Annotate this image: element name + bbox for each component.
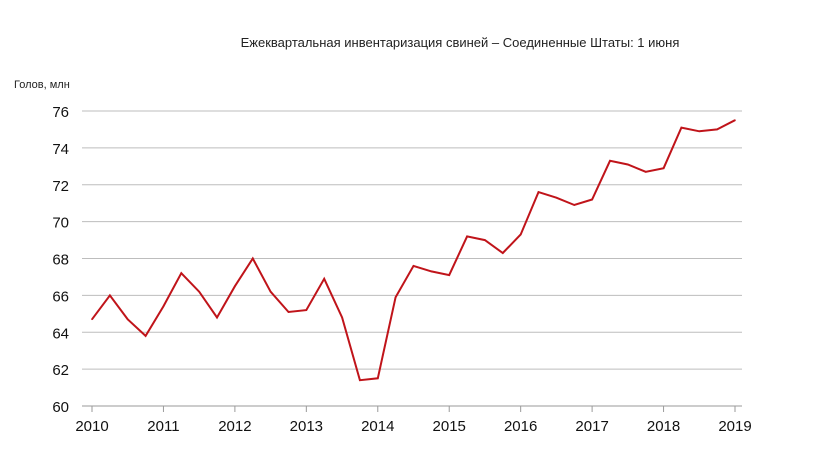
x-tick-label: 2012 — [218, 418, 251, 435]
data-point — [180, 272, 183, 275]
data-point — [323, 278, 326, 280]
x-tick-label: 2013 — [290, 418, 323, 435]
data-point — [341, 316, 343, 319]
y-tick-label: 68 — [52, 252, 69, 269]
data-point — [502, 252, 504, 254]
data-point — [484, 239, 486, 241]
data-point — [555, 196, 558, 199]
data-point — [734, 119, 736, 121]
data-point — [91, 318, 93, 321]
series-line — [91, 119, 736, 382]
x-tick-label: 2014 — [361, 418, 394, 435]
x-tick-label: 2016 — [504, 418, 537, 435]
y-tick-label: 62 — [52, 362, 69, 379]
data-point — [609, 160, 611, 162]
y-tick-label: 74 — [52, 141, 69, 158]
data-point — [537, 191, 540, 193]
data-point — [698, 130, 701, 133]
x-tick-label: 2018 — [647, 418, 680, 435]
data-point — [234, 285, 236, 288]
data-point — [627, 163, 629, 166]
y-axis-label: Голов, млн — [14, 79, 70, 91]
data-point — [109, 294, 111, 297]
x-tick-label: 2017 — [575, 418, 608, 435]
data-point — [162, 305, 165, 308]
y-tick-label: 64 — [52, 325, 69, 342]
data-point — [591, 198, 593, 201]
data-point — [305, 309, 308, 311]
data-point — [519, 233, 522, 236]
data-point — [466, 235, 468, 238]
y-tick-label: 70 — [52, 215, 69, 232]
data-point — [394, 296, 397, 299]
data-point — [252, 257, 254, 260]
data-point — [412, 265, 415, 267]
y-tick-label: 66 — [52, 288, 69, 305]
y-tick-label: 76 — [52, 104, 69, 121]
chart-title: Ежеквартальная инвентаризация свиней – С… — [240, 35, 680, 50]
data-point — [269, 290, 272, 293]
data-point — [359, 379, 361, 382]
data-point — [716, 128, 718, 131]
data-point — [662, 167, 665, 169]
data-point — [377, 377, 379, 380]
data-point — [126, 318, 129, 321]
x-tick-label: 2011 — [147, 418, 179, 435]
data-point — [680, 126, 683, 129]
y-tick-label: 60 — [52, 399, 69, 416]
data-point — [430, 270, 433, 273]
data-point — [644, 171, 647, 173]
x-tick-label: 2015 — [433, 418, 466, 435]
data-point — [216, 316, 218, 319]
data-point — [573, 204, 576, 206]
data-point — [448, 274, 451, 276]
y-tick-label: 72 — [52, 178, 69, 195]
data-point — [144, 335, 147, 337]
data-point — [287, 311, 290, 313]
data-point — [198, 290, 200, 293]
x-tick-label: 2019 — [718, 418, 751, 435]
x-tick-label: 2010 — [75, 418, 108, 435]
